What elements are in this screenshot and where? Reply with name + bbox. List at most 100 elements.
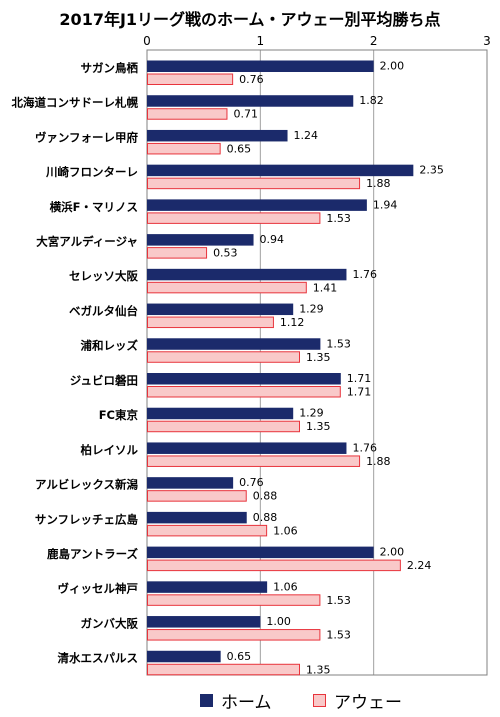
bar-away [147, 247, 208, 259]
category-label: 鹿島アントラーズ [47, 547, 138, 561]
category-label: ジュビロ磐田 [70, 373, 138, 387]
legend: ホーム アウェー [0, 688, 500, 714]
data-label-away: 0.53 [213, 247, 238, 260]
legend-label-home: ホーム [221, 693, 272, 713]
x-tick-label: 0 [143, 34, 151, 48]
category-label: セレッソ大阪 [69, 269, 138, 283]
bar-away [147, 559, 401, 572]
bar-away [147, 281, 307, 294]
bar-home [147, 407, 294, 420]
data-label-home: 1.82 [359, 94, 384, 107]
data-label-home: 0.88 [253, 511, 278, 524]
bar-home [147, 477, 234, 489]
bar-home [147, 234, 254, 246]
legend-item-home: ホーム [200, 688, 272, 713]
data-label-home: 2.00 [380, 546, 405, 559]
bar-home [147, 442, 347, 454]
bar-home [147, 373, 341, 385]
data-label-home: 1.71 [347, 372, 372, 385]
category-label: 北海道コンサドーレ札幌 [12, 96, 139, 110]
data-label-away: 1.12 [280, 316, 305, 329]
category-label: サガン鳥栖 [81, 61, 139, 75]
category-label: ガンバ大阪 [81, 616, 139, 630]
data-label-home: 1.53 [326, 337, 351, 350]
bar-away [147, 663, 300, 676]
bar-home [147, 616, 261, 628]
category-label: アルビレックス新潟 [35, 478, 139, 492]
category-label: FC東京 [99, 408, 139, 422]
bar-away [147, 177, 361, 190]
data-label-away: 0.71 [233, 108, 258, 121]
data-label-home: 0.94 [260, 233, 285, 246]
data-label-home: 1.76 [352, 441, 377, 454]
data-label-home: 1.76 [352, 268, 377, 281]
data-label-home: 0.65 [227, 650, 252, 663]
data-label-away: 1.41 [313, 281, 338, 294]
bar-home [147, 338, 321, 350]
category-label: 川崎フロンターレ [45, 165, 138, 179]
bar-away [147, 73, 234, 85]
data-label-away: 1.35 [306, 351, 331, 364]
bar-home [147, 60, 374, 72]
data-label-away: 0.76 [239, 73, 264, 86]
bar-home [147, 164, 414, 177]
bar-away [147, 420, 300, 433]
legend-swatch-away [313, 694, 326, 707]
bar-home [147, 268, 347, 281]
legend-swatch-home [200, 694, 213, 707]
bar-home [147, 199, 367, 211]
category-label: ヴァンフォーレ甲府 [35, 130, 139, 144]
x-tick-label: 2 [370, 34, 378, 48]
data-label-away: 1.71 [347, 386, 372, 399]
data-label-away: 1.88 [366, 455, 391, 468]
category-label: 清水エスパルス [58, 651, 139, 665]
bar-away [147, 142, 221, 155]
data-label-away: 1.53 [326, 212, 351, 225]
data-label-away: 2.24 [407, 559, 432, 572]
bar-home [147, 303, 294, 316]
category-label: 浦和レッズ [81, 339, 139, 353]
legend-label-away: アウェー [334, 693, 402, 713]
bar-home [147, 581, 268, 593]
bar-home [147, 511, 247, 524]
bar-away [147, 316, 274, 329]
data-label-home: 1.29 [299, 407, 324, 420]
data-label-home: 1.24 [294, 129, 319, 142]
data-label-away: 0.65 [227, 142, 252, 155]
data-label-away: 1.53 [326, 594, 351, 607]
bar-away [147, 629, 321, 641]
category-label: ヴィッセル神戸 [58, 582, 139, 596]
bar-away [147, 490, 247, 502]
data-label-away: 1.35 [306, 420, 331, 433]
data-label-away: 1.06 [273, 524, 298, 537]
category-label: 大宮アルディージャ [36, 234, 138, 248]
data-label-home: 2.35 [419, 164, 444, 177]
data-label-home: 1.94 [373, 198, 398, 211]
bar-home [147, 95, 354, 107]
data-label-away: 1.88 [366, 177, 391, 190]
category-label: サンフレッチェ広島 [35, 512, 139, 526]
bar-away [147, 108, 228, 120]
bar-away [147, 524, 268, 537]
data-label-home: 1.29 [299, 303, 324, 316]
x-tick-label: 1 [257, 34, 265, 48]
bar-away [147, 351, 300, 363]
bar-away [147, 455, 361, 467]
data-label-home: 0.76 [239, 476, 264, 489]
x-tick-label: 3 [483, 34, 491, 48]
data-label-away: 1.53 [326, 629, 351, 642]
bar-away [147, 594, 321, 606]
chart-title: 2017年J1リーグ戦のホーム・アウェー別平均勝ち点 [59, 10, 441, 29]
bar-home [147, 650, 221, 663]
legend-item-away: アウェー [313, 688, 402, 713]
bar-home [147, 129, 288, 142]
data-label-home: 1.06 [273, 580, 298, 593]
data-label-away: 0.88 [253, 490, 278, 503]
data-label-home: 2.00 [380, 60, 405, 73]
data-label-home: 1.00 [266, 615, 291, 628]
bar-away [147, 212, 321, 224]
bar-away [147, 386, 341, 398]
bar-home [147, 546, 374, 559]
data-label-away: 1.35 [306, 663, 331, 676]
